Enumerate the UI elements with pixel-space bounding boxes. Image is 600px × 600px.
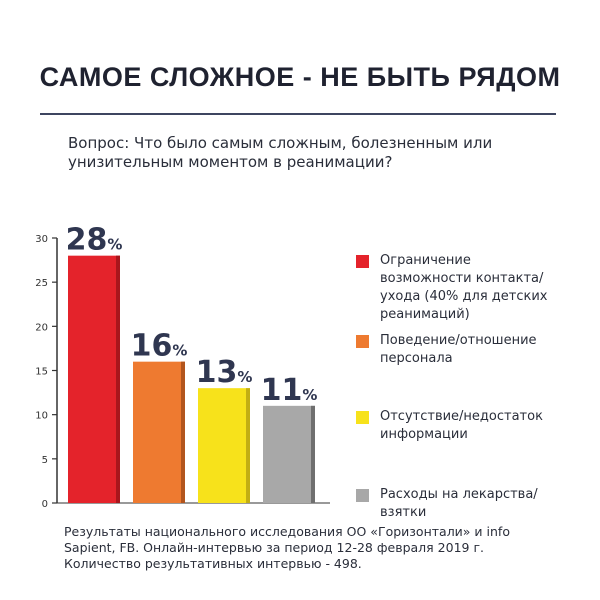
value-label: 16% xyxy=(131,329,188,364)
y-tick-label: 5 xyxy=(42,455,48,466)
y-tick-label: 10 xyxy=(35,411,48,422)
bar-info-side xyxy=(246,388,250,503)
bar-staff-side xyxy=(181,361,185,503)
legend-label-info: Отсутствие/недостаток информации xyxy=(380,409,543,442)
y-tick-label: 15 xyxy=(35,367,48,378)
value-label: 28% xyxy=(66,223,123,258)
title-divider xyxy=(40,113,556,115)
legend-swatch-yellow xyxy=(356,411,369,424)
y-tick-label: 30 xyxy=(35,234,48,245)
bar-contact xyxy=(68,255,120,503)
legend-swatch-orange xyxy=(356,335,369,348)
value-label: 11% xyxy=(261,373,318,408)
y-tick-label: 0 xyxy=(42,499,48,510)
legend-swatch-gray xyxy=(356,489,369,502)
value-label: 13% xyxy=(196,355,253,390)
bar-info xyxy=(198,388,250,503)
y-tick-label: 20 xyxy=(35,322,48,333)
bar-staff xyxy=(133,361,185,503)
legend-label-staff: Поведение/отношение персонала xyxy=(380,333,537,366)
survey-question: Вопрос: Что было самым сложным, болезнен… xyxy=(68,134,493,171)
legend-label-contact: Ограничение возможности контакта/ухода (… xyxy=(380,253,548,322)
page-title: САМОЕ СЛОЖНОЕ - НЕ БЫТЬ РЯДОМ xyxy=(39,62,561,92)
bar-expenses-side xyxy=(311,405,315,503)
y-tick-label: 25 xyxy=(35,278,48,289)
bar-contact-side xyxy=(116,255,120,503)
legend-swatch-red xyxy=(356,255,369,268)
bar-expenses xyxy=(263,405,315,503)
legend-label-expenses: Расходы на лекарства/взятки xyxy=(380,487,538,520)
footer-note: Результаты национального исследования ОО… xyxy=(64,524,510,571)
